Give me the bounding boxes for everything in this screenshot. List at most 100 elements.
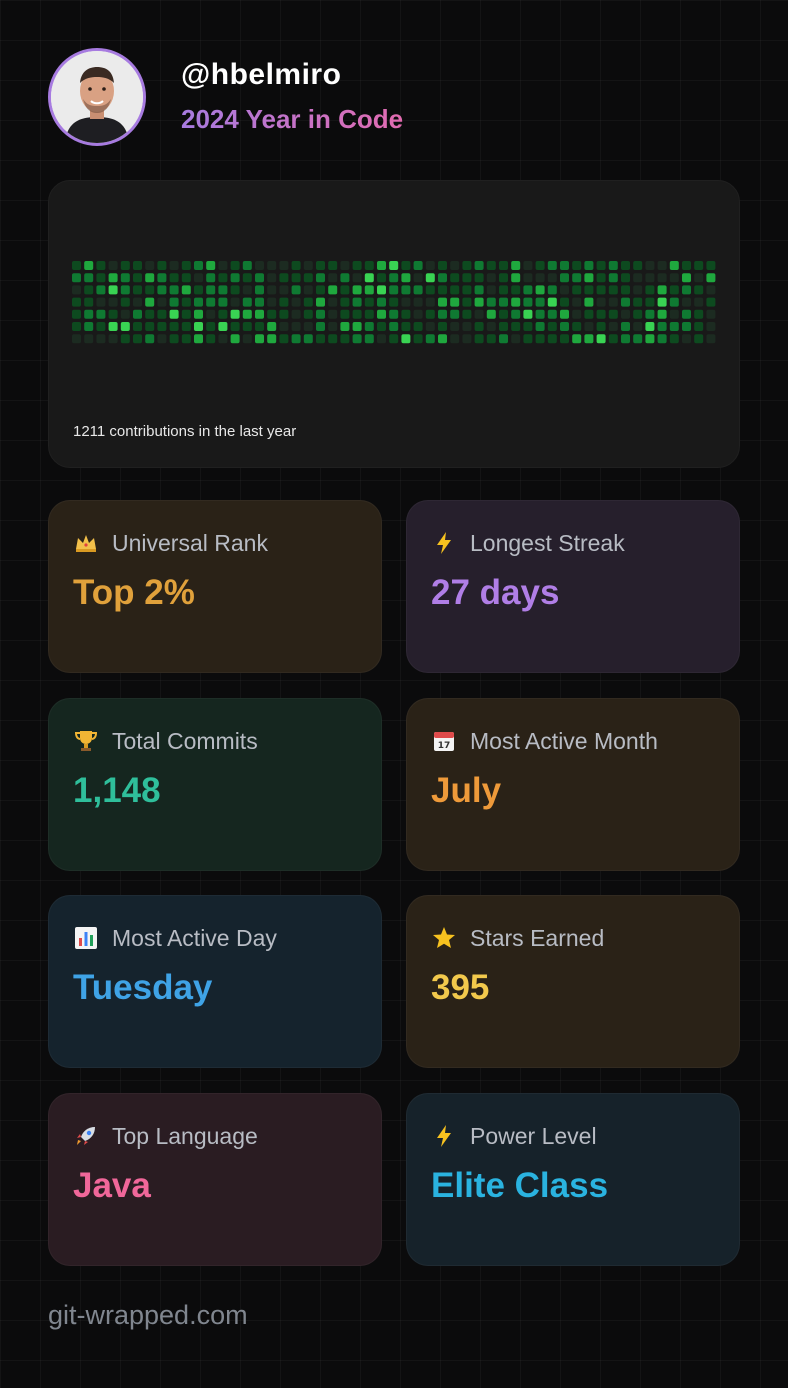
heatmap-cell bbox=[511, 285, 521, 295]
heatmap-cell bbox=[584, 297, 594, 307]
heatmap-cell bbox=[84, 285, 94, 295]
year-title: 2024 Year in Code bbox=[181, 104, 404, 134]
heatmap-cell bbox=[84, 322, 94, 331]
heatmap-cell bbox=[108, 309, 118, 319]
heatmap-cell bbox=[108, 285, 118, 295]
heatmap-cell bbox=[96, 261, 106, 270]
heatmap-cell bbox=[547, 297, 557, 307]
heatmap-cell bbox=[633, 309, 643, 319]
stat-value: 395 bbox=[431, 968, 490, 1007]
heatmap-cell bbox=[499, 309, 508, 319]
heatmap-cell bbox=[230, 261, 240, 270]
heatmap-cell bbox=[401, 309, 411, 319]
heatmap-cell bbox=[316, 322, 325, 331]
heatmap-cell bbox=[584, 273, 594, 283]
heatmap-cell bbox=[499, 273, 508, 283]
stat-header: 17 Most Active Month bbox=[431, 727, 658, 755]
heatmap-cell bbox=[560, 261, 569, 270]
heatmap-cell bbox=[206, 297, 216, 307]
heatmap-cell bbox=[633, 273, 643, 283]
stat-label: Universal Rank bbox=[112, 529, 268, 556]
heatmap-cell bbox=[547, 261, 557, 270]
heatmap-cell bbox=[499, 285, 508, 295]
heatmap-cell bbox=[206, 261, 216, 270]
heatmap-cell bbox=[279, 285, 289, 295]
heatmap-cell bbox=[157, 285, 167, 295]
heatmap-cell bbox=[633, 285, 643, 295]
heatmap-cell bbox=[547, 273, 557, 283]
heatmap-cell bbox=[657, 297, 667, 307]
heatmap-cell bbox=[316, 285, 325, 295]
heatmap-cell bbox=[401, 261, 411, 270]
heatmap-cell bbox=[194, 322, 203, 331]
heatmap-cell bbox=[328, 297, 338, 307]
heatmap-cell bbox=[194, 285, 203, 295]
calendar-icon: 17 bbox=[431, 728, 457, 754]
heatmap-cell bbox=[108, 322, 118, 331]
heatmap-cell bbox=[328, 322, 338, 331]
heatmap-cell bbox=[291, 297, 301, 307]
heatmap-cell bbox=[72, 285, 81, 295]
heatmap-cell bbox=[645, 285, 655, 295]
heatmap-cell bbox=[425, 273, 435, 283]
heatmap-cell bbox=[316, 297, 325, 307]
stat-value: Top 2% bbox=[73, 573, 195, 612]
heatmap-cell bbox=[596, 285, 606, 295]
stat-card-most-active-month: 17 Most Active Month July bbox=[406, 698, 740, 871]
heatmap-cell bbox=[267, 285, 277, 295]
heatmap-cell bbox=[72, 322, 81, 331]
stat-value: Java bbox=[73, 1166, 151, 1205]
heatmap-cell bbox=[560, 285, 569, 295]
heatmap-cell bbox=[511, 322, 521, 331]
heatmap-cell bbox=[694, 273, 704, 283]
heatmap-cell bbox=[242, 261, 252, 270]
heatmap-cell bbox=[438, 261, 447, 270]
heatmap-cell bbox=[303, 261, 313, 270]
heatmap-cell bbox=[303, 309, 313, 319]
stat-header: Top Language bbox=[73, 1122, 258, 1150]
heatmap-cell bbox=[450, 322, 460, 331]
heatmap-cell bbox=[96, 309, 106, 319]
heatmap-cell bbox=[474, 297, 484, 307]
heatmap-cell bbox=[364, 297, 374, 307]
heatmap-cell bbox=[596, 334, 606, 344]
heatmap-cell bbox=[328, 285, 338, 295]
stat-header: Total Commits bbox=[73, 727, 258, 755]
heatmap-cell bbox=[242, 322, 252, 331]
heatmap-cell bbox=[706, 334, 716, 344]
heatmap-cell bbox=[462, 261, 472, 270]
heatmap-cell bbox=[560, 334, 569, 344]
heatmap-cell bbox=[120, 261, 130, 270]
heatmap-cell bbox=[462, 334, 472, 344]
heatmap-cell bbox=[694, 297, 704, 307]
heatmap-cell bbox=[657, 309, 667, 319]
heatmap-cell bbox=[425, 309, 435, 319]
heatmap-cell bbox=[96, 334, 106, 344]
heatmap-cell bbox=[425, 322, 435, 331]
heatmap-cell bbox=[352, 309, 362, 319]
heatmap-cell bbox=[572, 322, 582, 331]
heatmap-cell bbox=[230, 309, 240, 319]
heatmap-cell bbox=[328, 261, 338, 270]
heatmap-cell bbox=[584, 322, 594, 331]
heatmap-cell bbox=[621, 322, 630, 331]
heatmap-cell bbox=[633, 261, 643, 270]
heatmap-cell bbox=[84, 297, 94, 307]
heatmap-cell bbox=[120, 297, 130, 307]
heatmap-cell bbox=[608, 273, 618, 283]
heatmap-cell bbox=[572, 285, 582, 295]
heatmap-cell bbox=[584, 309, 594, 319]
heatmap-cell bbox=[194, 334, 203, 344]
stat-header: Universal Rank bbox=[73, 529, 268, 557]
heatmap-cell bbox=[486, 309, 496, 319]
heatmap-cell bbox=[438, 309, 447, 319]
contributions-caption: 1211 contributions in the last year bbox=[73, 423, 297, 440]
heatmap-cell bbox=[377, 322, 386, 331]
heatmap-cell bbox=[218, 297, 228, 307]
heatmap-cell bbox=[547, 334, 557, 344]
heatmap-cell bbox=[133, 285, 142, 295]
heatmap-cell bbox=[279, 322, 289, 331]
heatmap-cell bbox=[596, 322, 606, 331]
heatmap-cell bbox=[133, 322, 142, 331]
heatmap-cell bbox=[169, 273, 179, 283]
